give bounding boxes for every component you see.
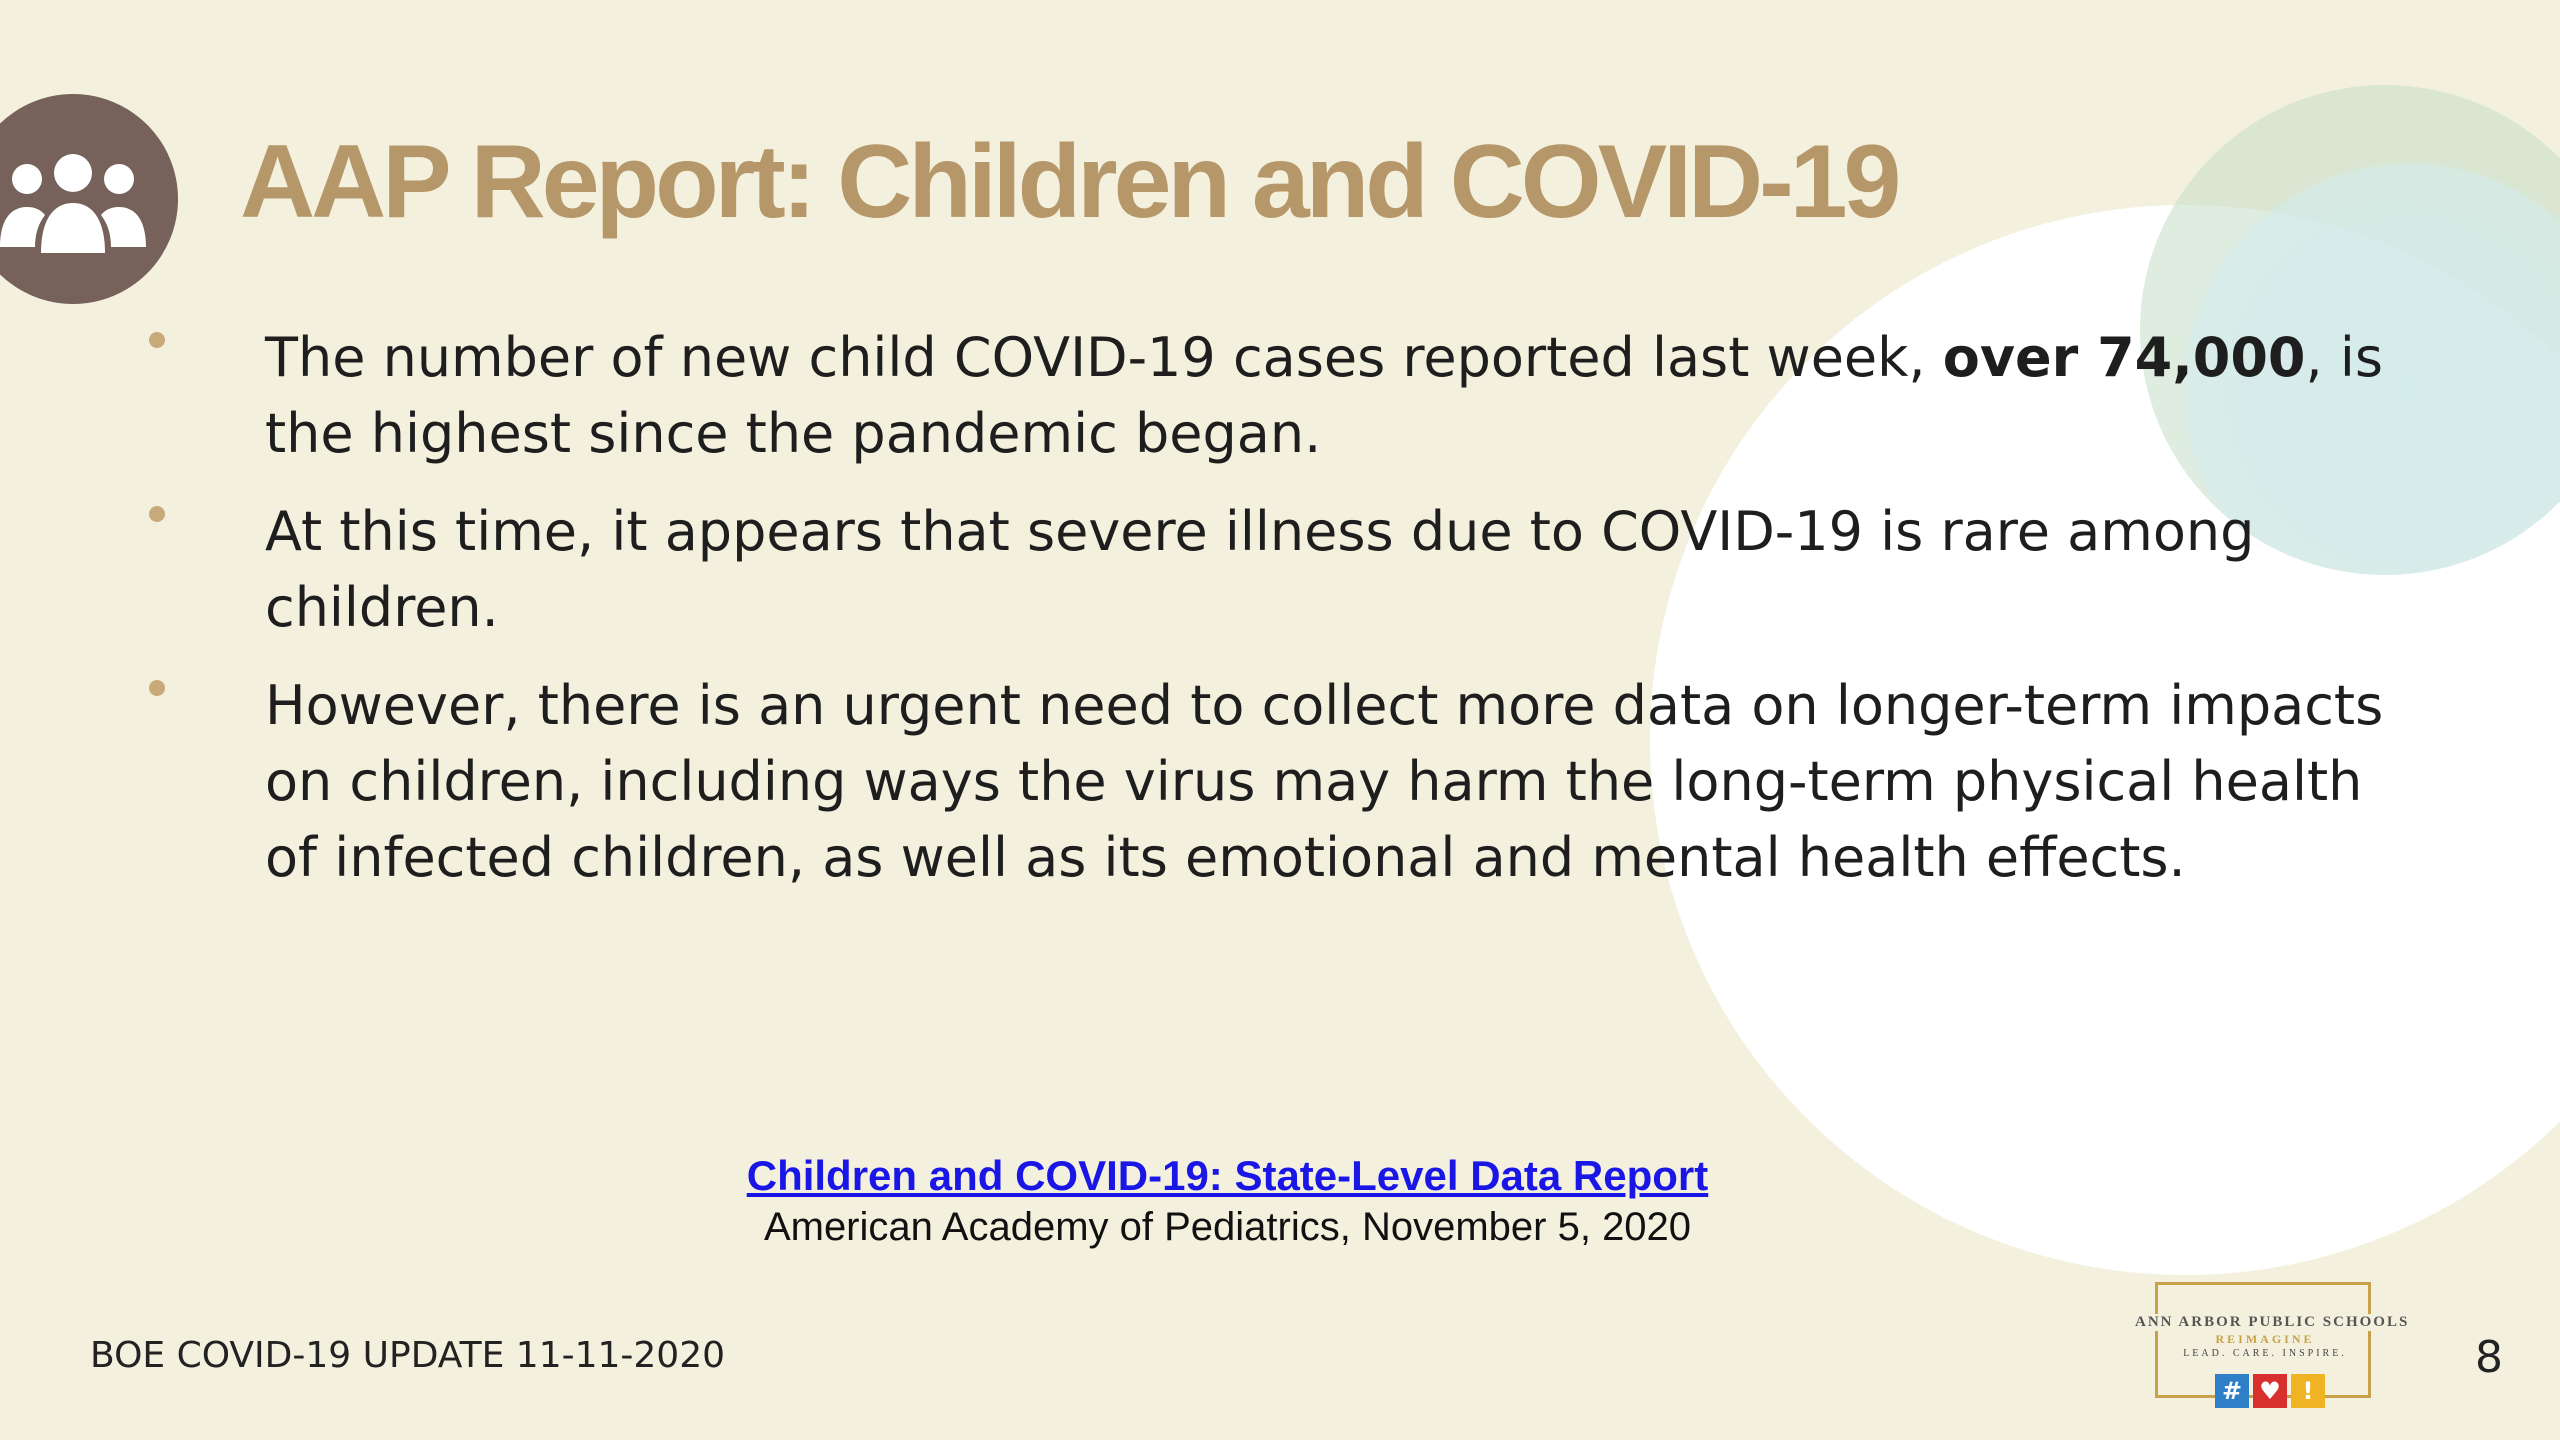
heart-icon: ♥	[2253, 1374, 2287, 1408]
bullet-bold-text: over 74,000	[1942, 326, 2306, 389]
bullet-text: The number of new child COVID-19 cases r…	[265, 326, 1943, 389]
bullet-item: The number of new child COVID-19 cases r…	[145, 320, 2385, 472]
hashtag-icon: #	[2215, 1374, 2249, 1408]
source-link[interactable]: Children and COVID-19: State-Level Data …	[746, 1152, 1709, 1199]
decorative-blue-circle	[2140, 85, 2560, 575]
bullet-text: , is the highest since the pandemic bega…	[265, 326, 2383, 465]
page-number: 8	[2475, 1332, 2503, 1383]
bullet-dot	[149, 506, 165, 522]
logo-badges: # ♥ !	[2215, 1374, 2325, 1408]
footer-text: BOE COVID-19 UPDATE 11-11-2020	[90, 1335, 726, 1376]
bullet-item: At this time, it appears that severe ill…	[145, 494, 2385, 646]
bullet-list: The number of new child COVID-19 cases r…	[145, 320, 2385, 918]
bullet-item: However, there is an urgent need to coll…	[145, 668, 2385, 896]
logo-motto: LEAD. CARE. INSPIRE.	[2183, 1348, 2347, 1359]
bullet-dot	[149, 332, 165, 348]
title-icon-circle	[0, 94, 178, 304]
logo-tagline: REIMAGINE	[2215, 1332, 2315, 1346]
bullet-text: However, there is an urgent need to coll…	[265, 674, 2384, 889]
source-citation-text: American Academy of Pediatrics, November…	[763, 1205, 1692, 1249]
exclamation-icon: !	[2291, 1374, 2325, 1408]
people-group-icon	[0, 154, 146, 253]
logo-school-name: ANN ARBOR PUBLIC SCHOOLS	[2135, 1314, 2410, 1331]
bullet-dot	[149, 680, 165, 696]
bullet-text: At this time, it appears that severe ill…	[265, 500, 2255, 639]
school-logo: ANN ARBOR PUBLIC SCHOOLS REIMAGINE LEAD.…	[2135, 1278, 2410, 1408]
source-citation: Children and COVID-19: State-Level Data …	[0, 1150, 2455, 1252]
slide-title: AAP Report: Children and COVID-19	[240, 124, 1901, 240]
